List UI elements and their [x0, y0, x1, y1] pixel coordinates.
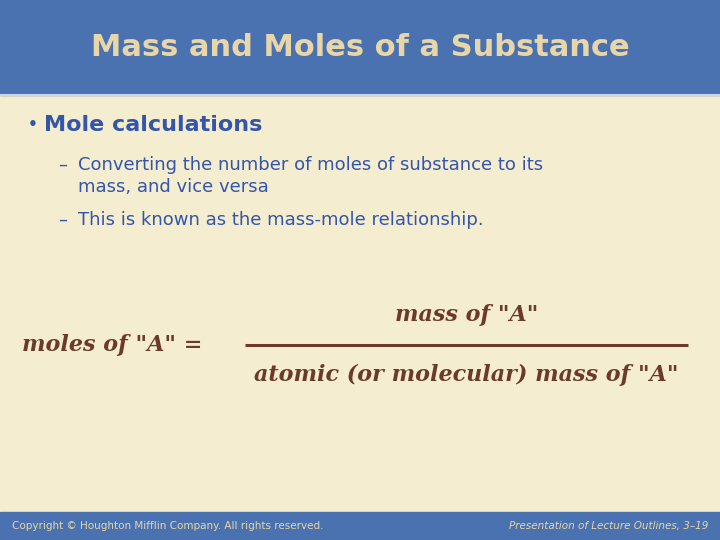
Bar — [0, 512, 720, 540]
Text: •: • — [28, 118, 38, 132]
Text: mass of "A": mass of "A" — [395, 304, 538, 326]
Text: –: – — [58, 156, 67, 174]
Text: –: – — [58, 211, 67, 229]
Text: mass, and vice versa: mass, and vice versa — [78, 178, 269, 196]
Text: Mole calculations: Mole calculations — [44, 115, 262, 135]
Bar — [0, 0, 720, 95]
Text: Presentation of Lecture Outlines, 3–19: Presentation of Lecture Outlines, 3–19 — [508, 521, 708, 531]
Text: Mass and Moles of a Substance: Mass and Moles of a Substance — [91, 33, 629, 62]
Text: moles of "A" =: moles of "A" = — [22, 334, 202, 356]
Text: Converting the number of moles of substance to its: Converting the number of moles of substa… — [78, 156, 543, 174]
Text: atomic (or molecular) mass of "A": atomic (or molecular) mass of "A" — [254, 364, 679, 386]
Text: Copyright © Houghton Mifflin Company. All rights reserved.: Copyright © Houghton Mifflin Company. Al… — [12, 521, 323, 531]
Text: This is known as the mass-mole relationship.: This is known as the mass-mole relations… — [78, 211, 484, 229]
